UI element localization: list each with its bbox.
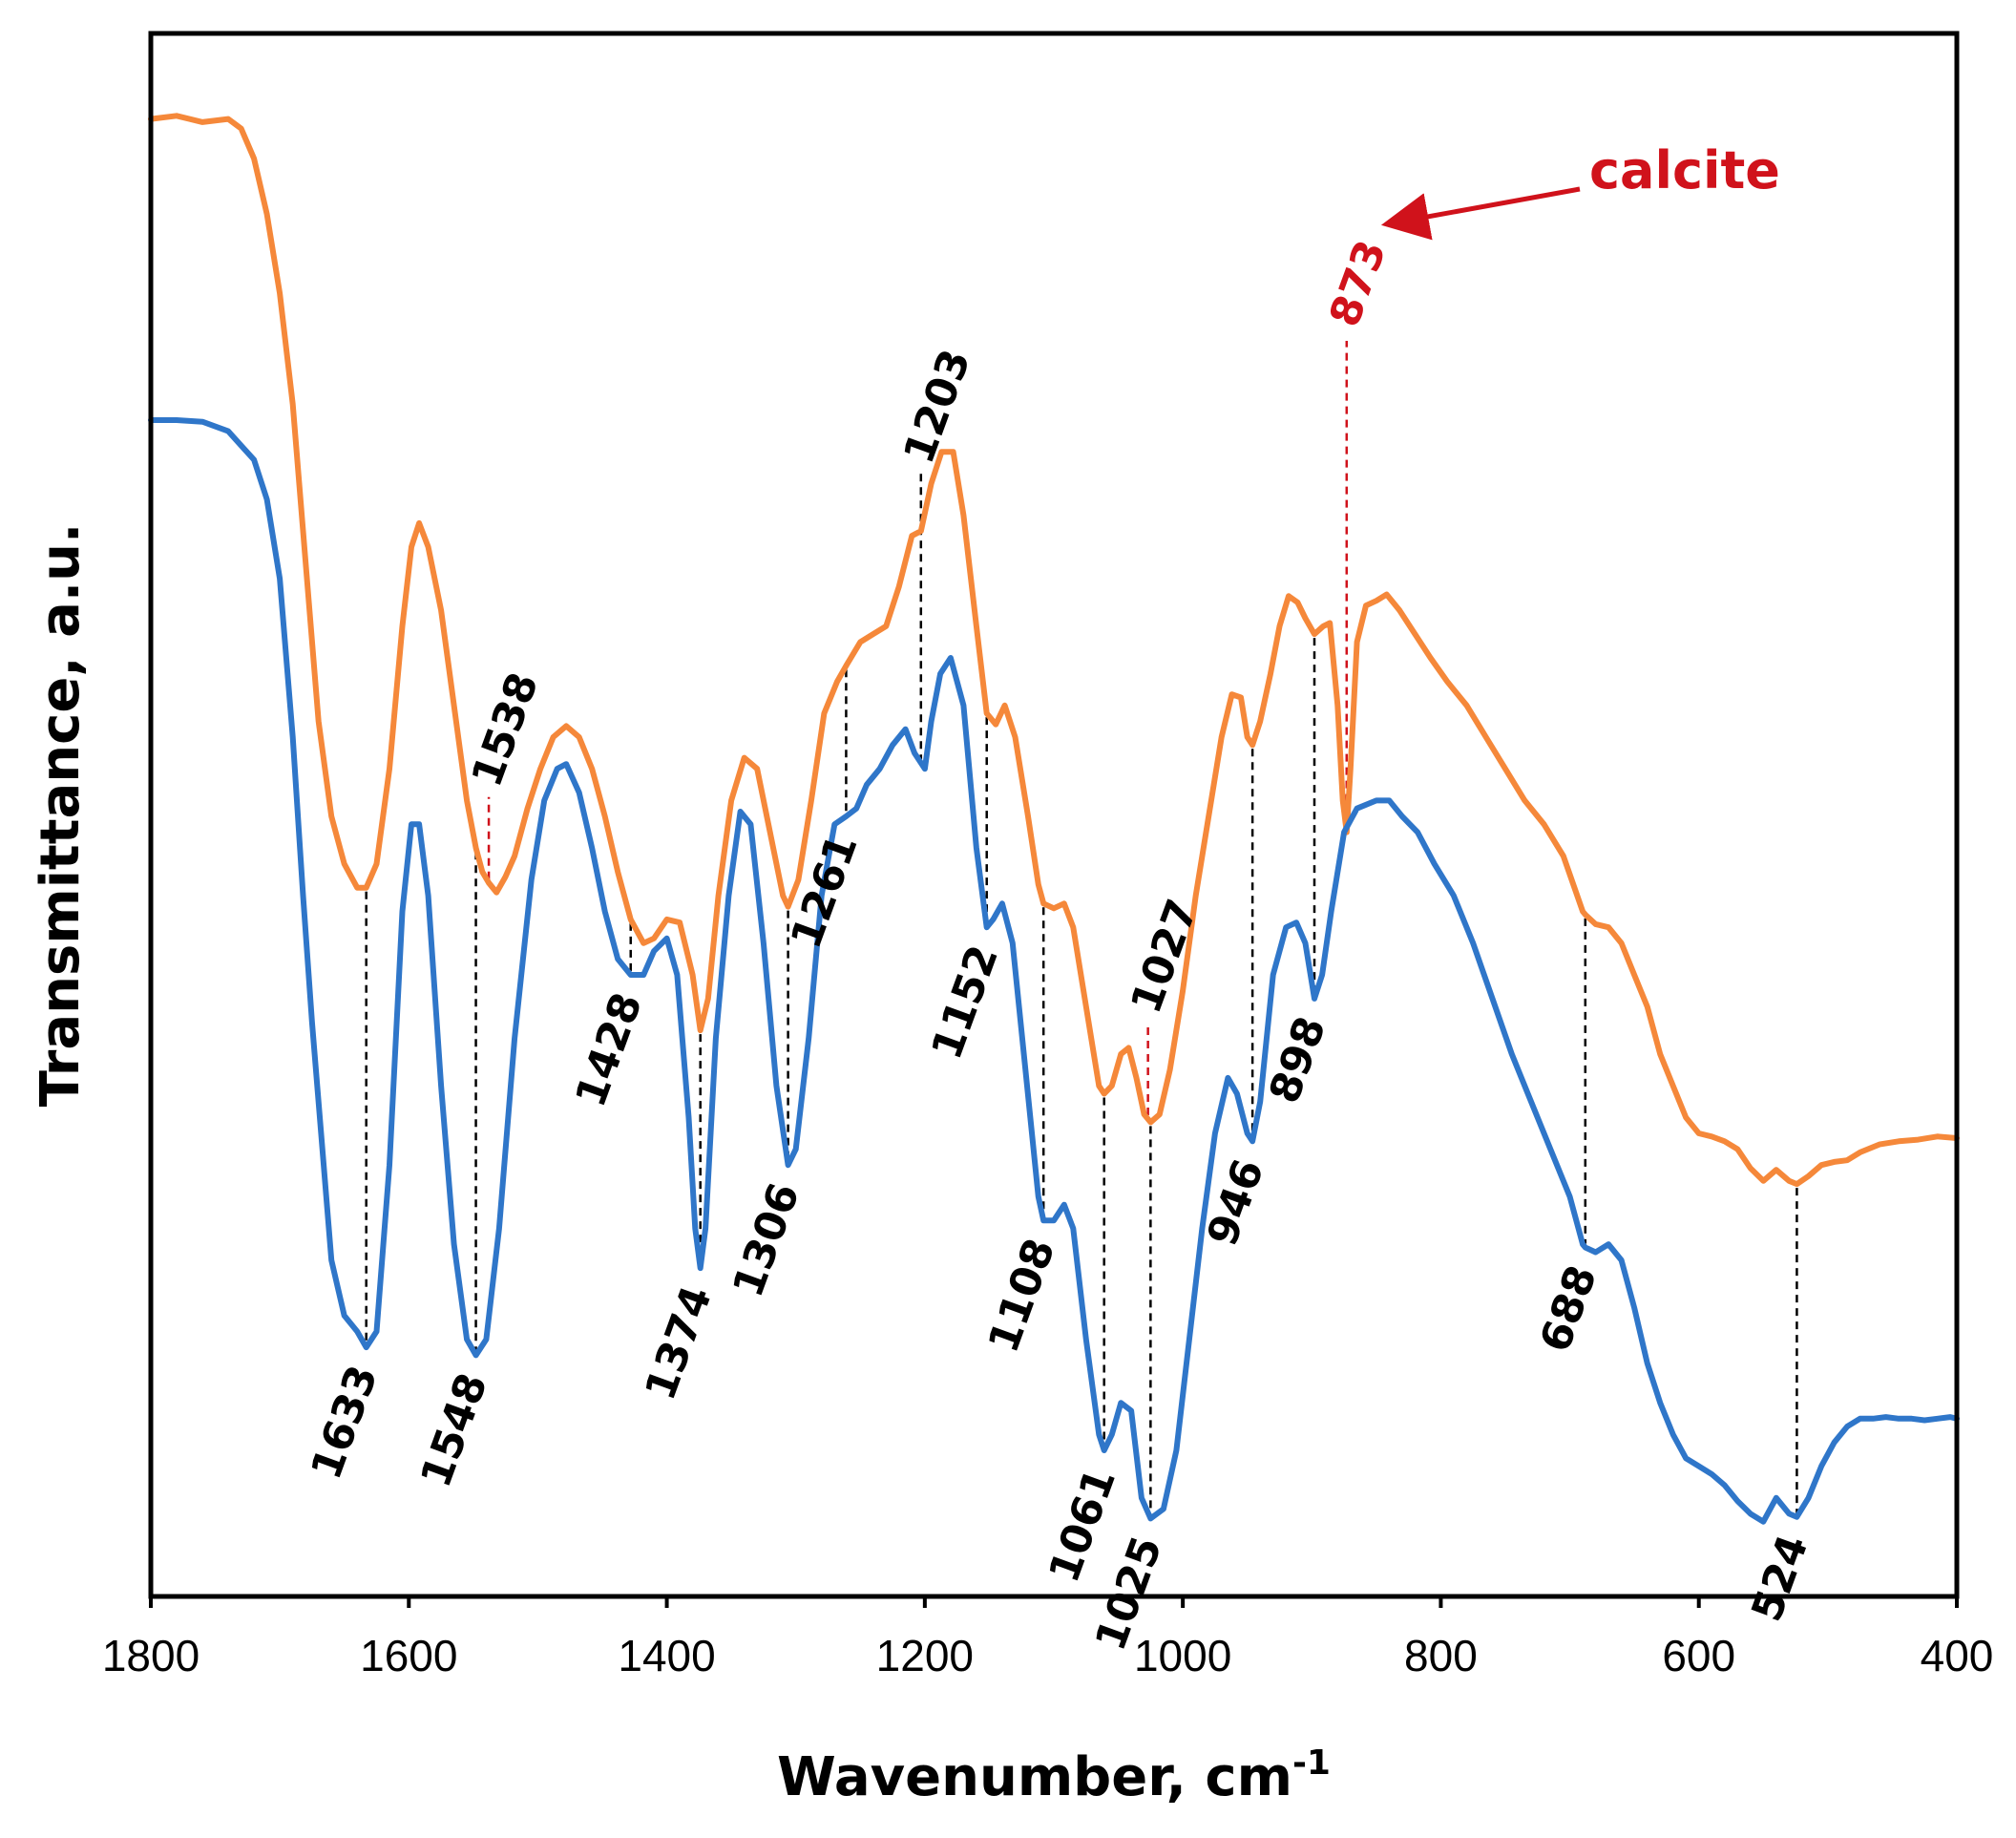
x-tick-label-400: 400: [1921, 1631, 1994, 1680]
peak-label-1633: 1633: [302, 1359, 388, 1486]
peak-label-1108: 1108: [979, 1233, 1065, 1360]
x-axis-title-main: Wavenumber, cm: [777, 1746, 1292, 1808]
peak-label-688: 688: [1531, 1259, 1606, 1359]
x-tick-label-1800: 1800: [102, 1631, 200, 1680]
peak-label-1538: 1538: [463, 666, 549, 793]
x-tick-label-1200: 1200: [876, 1631, 974, 1680]
x-tick-label-600: 600: [1662, 1631, 1735, 1680]
x-axis-title: Wavenumber, cm-1: [777, 1743, 1331, 1808]
peak-label-1548: 1548: [411, 1367, 497, 1494]
x-tick-label-1400: 1400: [618, 1631, 715, 1680]
x-axis-ticks: 1800 1600 1400 1200 1000 800 600 400: [102, 1596, 1994, 1680]
peak-label-1428: 1428: [566, 986, 652, 1113]
annotation-arrow: [1380, 186, 1581, 241]
peak-label-873: 873: [1320, 234, 1396, 333]
peak-label-1203: 1203: [894, 343, 980, 470]
series-line-upper: [148, 113, 1960, 1188]
x-axis-title-superscript: -1: [1292, 1743, 1331, 1783]
x-tick-label-1000: 1000: [1134, 1631, 1231, 1680]
peak-label-898: 898: [1260, 1010, 1335, 1109]
peak-label-1027: 1027: [1122, 893, 1208, 1020]
series-line-lower: [148, 417, 1960, 1525]
peak-label-1152: 1152: [922, 940, 1008, 1067]
peak-lines-layer: [365, 341, 1798, 1515]
peak-labels-layer: 1633 154815381428137413061261120311521108…: [302, 234, 1818, 1657]
annotation-layer: calcite: [1380, 140, 1780, 241]
x-tick-label-1600: 1600: [360, 1631, 457, 1680]
x-tick-label-800: 800: [1404, 1631, 1478, 1680]
annotation-calcite: calcite: [1589, 140, 1780, 201]
peak-label-1306: 1306: [724, 1177, 809, 1304]
plot-frame: [148, 31, 1960, 1599]
series-layer: [148, 113, 1960, 1525]
peak-label-524: 524: [1742, 1529, 1817, 1628]
peak-label-1374: 1374: [636, 1279, 722, 1406]
y-axis-title: Transmittance, a.u.: [30, 523, 92, 1108]
